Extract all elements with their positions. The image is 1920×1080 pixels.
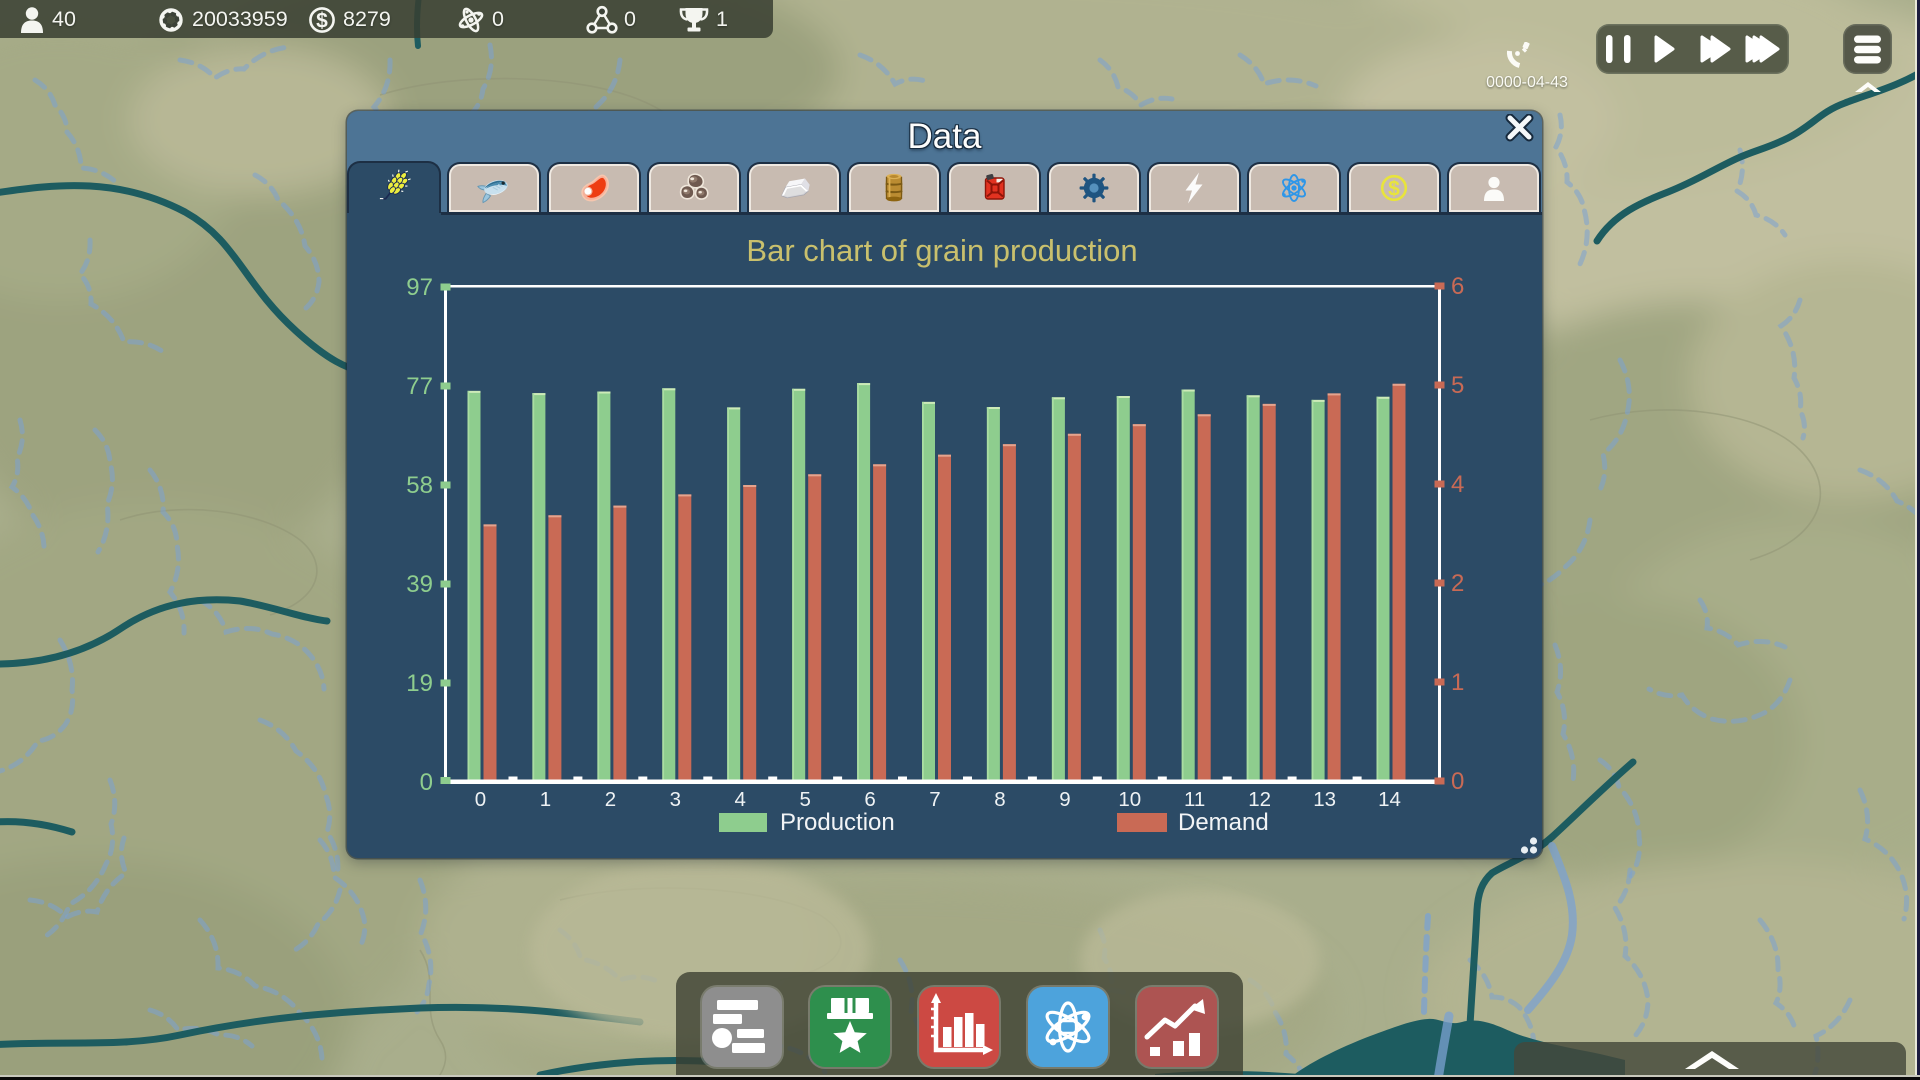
svg-text:1: 1 [540,788,551,811]
svg-text:13: 13 [1313,788,1336,811]
svg-text:$: $ [1388,178,1400,201]
svg-text:2: 2 [605,788,616,811]
svg-text:14: 14 [1378,788,1401,811]
svg-text:0: 0 [1451,768,1464,795]
svg-text:77: 77 [406,373,433,400]
svg-text:9: 9 [1059,788,1070,811]
svg-text:5: 5 [799,788,810,811]
svg-text:3: 3 [670,788,681,811]
svg-text:$: $ [316,10,328,33]
svg-text:4: 4 [734,788,745,811]
svg-text:8: 8 [994,788,1005,811]
svg-text:6: 6 [864,788,875,811]
svg-text:19: 19 [406,670,433,697]
svg-text:6: 6 [1451,273,1464,300]
svg-text:4: 4 [1451,471,1464,498]
svg-text:39: 39 [406,571,433,598]
svg-text:97: 97 [406,274,433,301]
svg-text:Bar chart of grain production: Bar chart of grain production [746,233,1137,268]
svg-text:58: 58 [406,472,433,499]
svg-text:Production: Production [780,809,895,836]
svg-text:1: 1 [1451,669,1464,696]
svg-text:0: 0 [420,769,433,796]
svg-text:7: 7 [929,788,940,811]
svg-text:12: 12 [1248,788,1271,811]
svg-text:10: 10 [1118,788,1141,811]
svg-text:0: 0 [475,788,486,811]
svg-text:2: 2 [1451,570,1464,597]
svg-text:Demand: Demand [1178,809,1269,836]
svg-text:5: 5 [1451,372,1464,399]
svg-text:11: 11 [1184,788,1205,811]
